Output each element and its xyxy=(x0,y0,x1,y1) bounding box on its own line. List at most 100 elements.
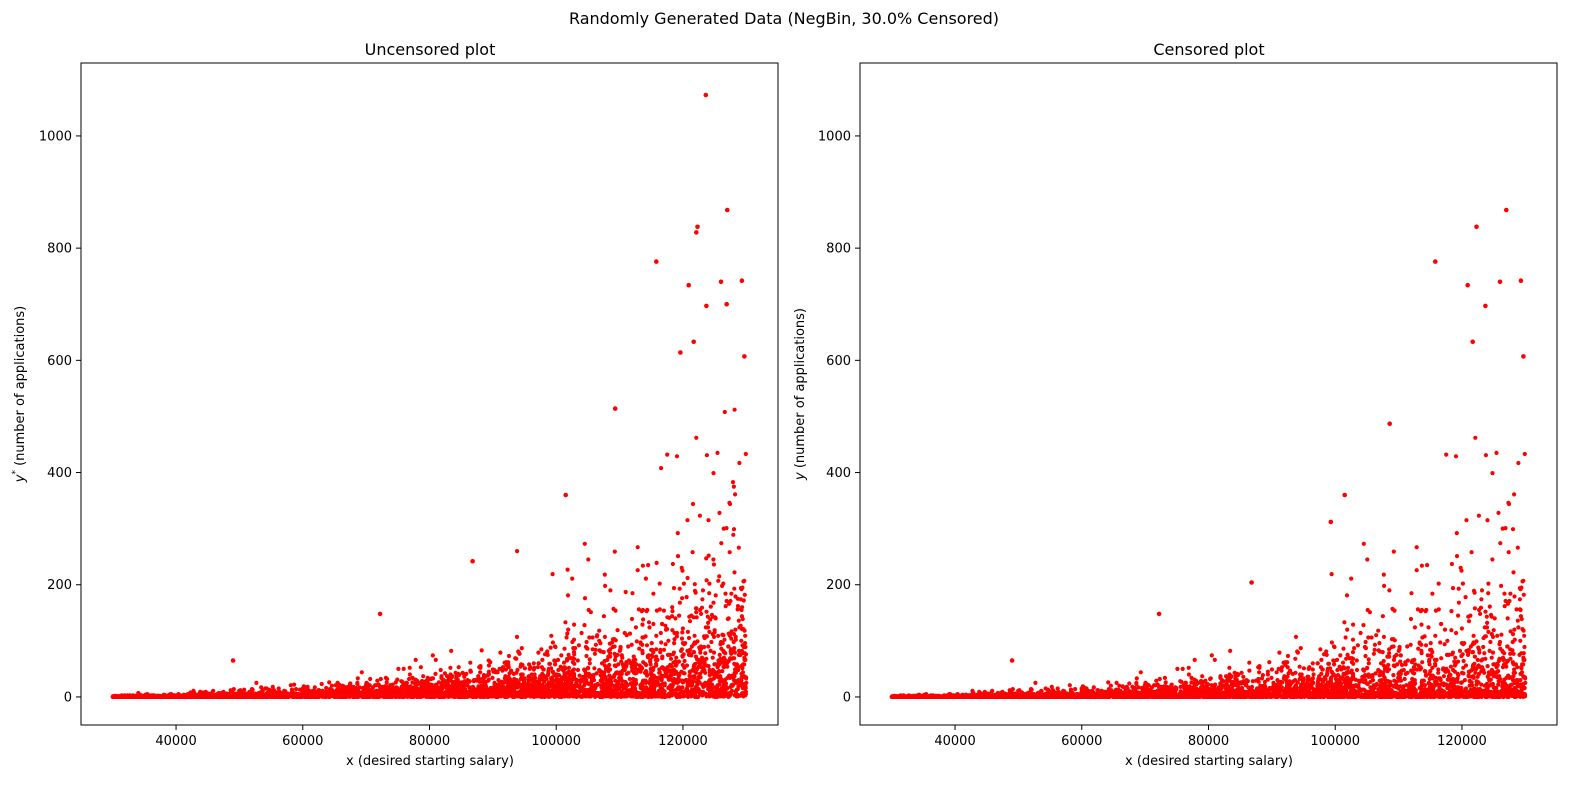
data-point xyxy=(396,666,401,672)
data-point xyxy=(577,673,582,678)
data-point xyxy=(225,694,230,699)
data-point xyxy=(622,630,627,636)
data-point xyxy=(660,621,665,627)
data-point xyxy=(519,684,525,689)
data-point xyxy=(733,689,738,694)
data-point xyxy=(565,631,570,636)
data-point xyxy=(456,693,461,698)
data-point xyxy=(419,679,424,684)
data-point xyxy=(736,545,741,550)
uncensored-points xyxy=(110,92,749,700)
data-point xyxy=(563,666,568,671)
data-point xyxy=(711,600,716,605)
data-point xyxy=(660,654,665,659)
data-point xyxy=(706,553,711,558)
data-point xyxy=(675,680,680,686)
data-point xyxy=(680,694,686,699)
data-point xyxy=(360,690,365,695)
data-point xyxy=(292,682,297,687)
data-point xyxy=(455,683,460,688)
data-point xyxy=(548,645,553,650)
data-point xyxy=(728,656,733,661)
data-point xyxy=(671,586,677,591)
data-point xyxy=(443,690,448,696)
data-point xyxy=(421,692,426,697)
data-point xyxy=(582,623,587,628)
data-point xyxy=(433,685,438,690)
data-point xyxy=(516,650,522,655)
data-point xyxy=(532,693,537,698)
data-point xyxy=(519,673,524,678)
data-point xyxy=(736,652,741,658)
data-point xyxy=(668,656,674,661)
data-point xyxy=(588,610,594,615)
data-point xyxy=(378,676,383,682)
data-point xyxy=(464,690,469,696)
data-point xyxy=(672,671,677,677)
data-point xyxy=(394,687,399,692)
data-point xyxy=(706,692,711,697)
data-point xyxy=(530,681,535,687)
data-point xyxy=(615,670,620,675)
data-point xyxy=(722,657,727,662)
data-point xyxy=(272,694,277,700)
data-point xyxy=(197,693,202,698)
data-point xyxy=(648,657,653,663)
data-point xyxy=(643,634,648,639)
data-point xyxy=(680,653,685,659)
data-point xyxy=(668,691,673,696)
data-point xyxy=(733,492,738,497)
data-point xyxy=(476,674,481,679)
data-point xyxy=(569,688,574,693)
data-point xyxy=(654,661,659,666)
data-point xyxy=(570,639,575,645)
data-point xyxy=(630,668,635,673)
data-point xyxy=(587,657,592,662)
data-point xyxy=(548,680,553,686)
data-point xyxy=(695,666,700,672)
data-point xyxy=(675,531,680,536)
data-point xyxy=(732,570,737,575)
data-point xyxy=(661,608,667,613)
data-point xyxy=(651,665,656,670)
data-point xyxy=(426,694,431,699)
data-point xyxy=(695,679,700,684)
data-point xyxy=(628,681,633,686)
data-point xyxy=(597,628,602,633)
data-point xyxy=(506,694,511,699)
data-point xyxy=(612,549,617,554)
data-point xyxy=(685,575,690,581)
data-point xyxy=(587,674,592,679)
data-point xyxy=(647,625,652,630)
data-point xyxy=(677,613,682,618)
data-point xyxy=(234,692,239,697)
data-point xyxy=(474,678,479,683)
data-point xyxy=(681,581,687,586)
data-point xyxy=(708,617,713,622)
data-point xyxy=(612,644,617,649)
data-point xyxy=(676,659,682,664)
data-point xyxy=(576,643,582,648)
data-point xyxy=(644,609,649,614)
data-point xyxy=(136,693,141,698)
data-point xyxy=(501,680,506,685)
data-point xyxy=(649,641,654,646)
data-point xyxy=(552,658,557,663)
data-point xyxy=(566,627,571,632)
data-point xyxy=(571,675,576,681)
data-point xyxy=(468,687,473,692)
data-point xyxy=(710,655,715,660)
data-point xyxy=(662,673,667,678)
data-point xyxy=(656,693,661,698)
data-point xyxy=(411,693,416,698)
data-point xyxy=(555,692,561,697)
data-point xyxy=(674,663,679,668)
data-point xyxy=(254,680,259,686)
data-point xyxy=(327,680,332,685)
data-point xyxy=(692,674,697,679)
data-point xyxy=(703,625,708,630)
data-point xyxy=(229,693,234,698)
data-point xyxy=(581,674,586,679)
data-point xyxy=(636,607,642,612)
